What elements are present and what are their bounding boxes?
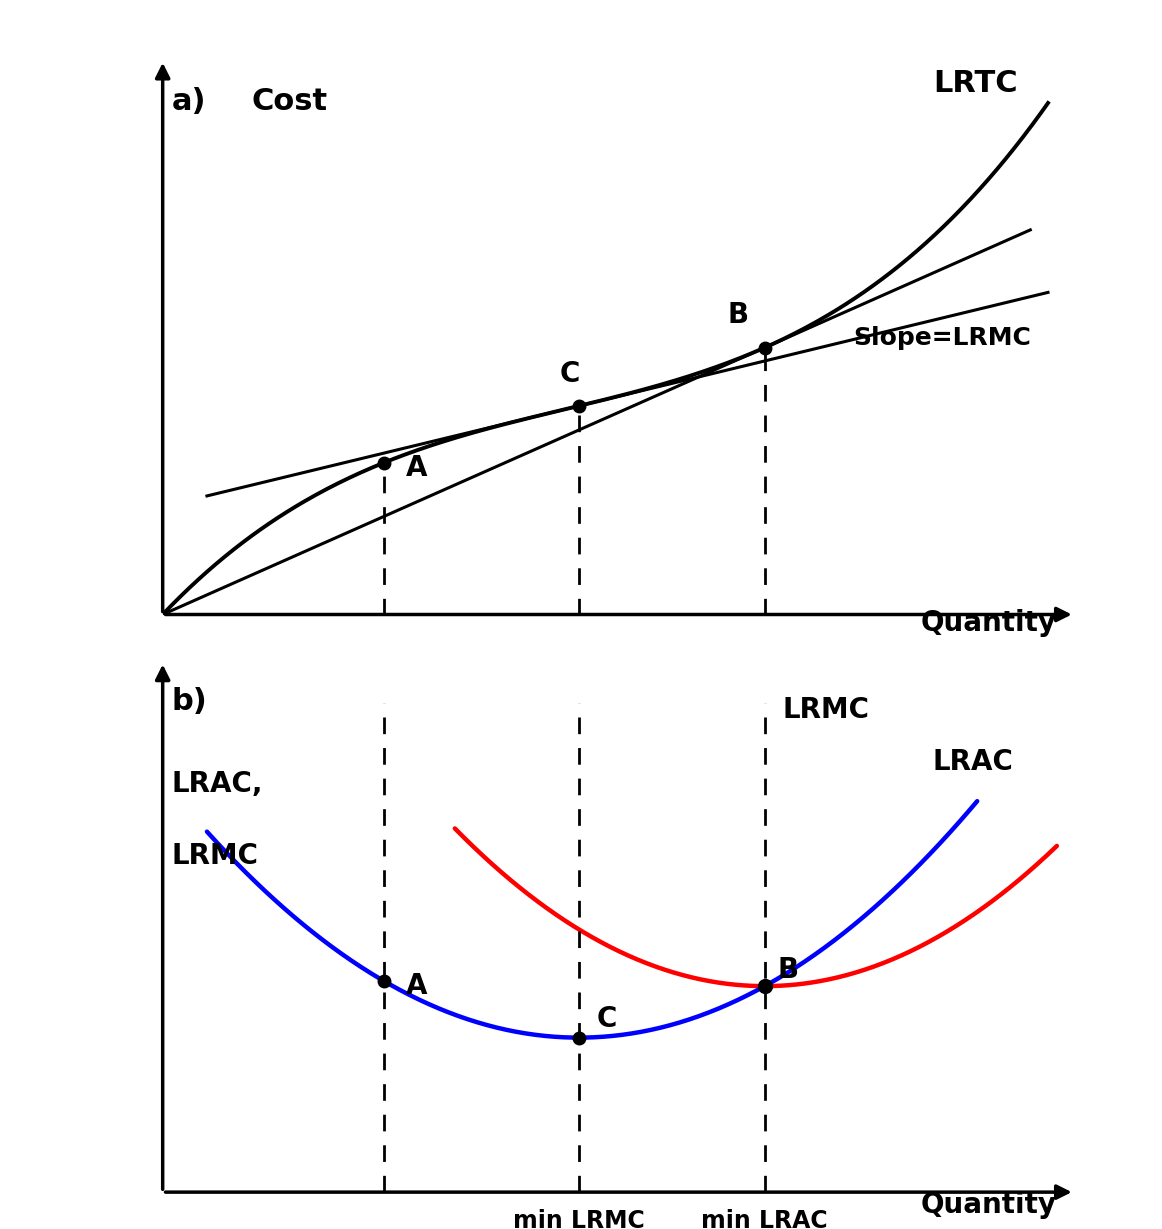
Text: A: A [407,972,428,1000]
Text: C: C [560,360,580,387]
Text: Quantity: Quantity [920,1191,1057,1219]
Text: min LRAC: min LRAC [702,1209,829,1229]
Text: LRMC: LRMC [782,697,869,724]
Text: LRAC,: LRAC, [172,769,263,798]
Text: Quantity: Quantity [920,608,1057,637]
Text: LRAC: LRAC [933,747,1013,775]
Text: Cost: Cost [251,87,328,116]
Text: A: A [407,454,428,482]
Text: b): b) [172,687,207,717]
Text: a): a) [172,87,206,116]
Text: LRTC: LRTC [933,69,1018,98]
Text: min LRMC: min LRMC [512,1209,645,1229]
Text: C: C [596,1005,617,1034]
Text: LRMC: LRMC [172,842,258,870]
Text: B: B [727,301,748,329]
Text: B: B [779,956,799,984]
Text: Slope=LRMC: Slope=LRMC [853,326,1031,350]
